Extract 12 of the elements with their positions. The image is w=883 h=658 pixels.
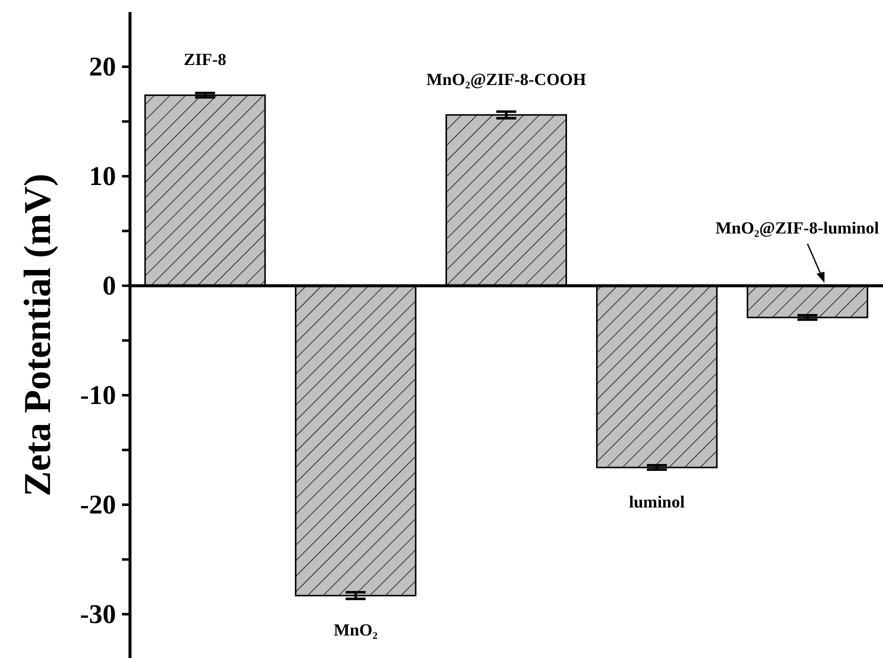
x-tick-label: MnO₂@ZIF-8-luminol [715, 218, 880, 238]
x-tick-label: ZIF-8 [184, 50, 226, 70]
y-tick-label: 20 [89, 52, 116, 82]
x-tick-label: MnO₂ [334, 620, 378, 640]
y-tick-label: 10 [89, 161, 116, 192]
y-tick-label: -10 [80, 380, 116, 410]
y-tick-label: -20 [80, 490, 116, 520]
y-axis-title: Zeta Potential (mV) [17, 174, 59, 496]
y-tick-label: 0 [102, 270, 116, 301]
x-tick-label: luminol [628, 492, 685, 512]
y-tick-label: -30 [80, 599, 116, 630]
x-tick-label: MnO₂@ZIF-8-COOH [426, 70, 586, 89]
